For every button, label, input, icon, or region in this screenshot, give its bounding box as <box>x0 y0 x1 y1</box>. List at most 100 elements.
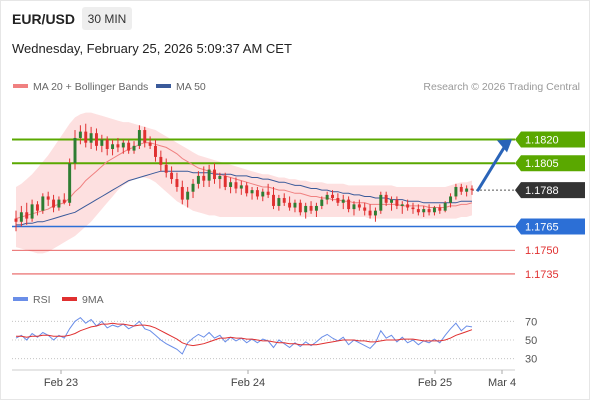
candle-body <box>314 205 318 211</box>
candle <box>137 125 141 150</box>
ma50-legend-swatch <box>156 84 171 88</box>
candle-body <box>14 218 18 222</box>
candle-body <box>427 209 431 213</box>
candle <box>288 196 292 211</box>
candle <box>14 210 18 232</box>
candle <box>459 183 463 195</box>
support-label: 1.1765 <box>525 221 559 233</box>
x-tick-label: Feb 25 <box>418 377 452 389</box>
candle <box>320 196 324 210</box>
x-axis: Feb 23 Feb 24 Feb 25 Mar 4 <box>44 370 516 389</box>
candle <box>314 202 318 218</box>
candle-body <box>116 144 120 148</box>
candle <box>89 126 93 150</box>
candle-body <box>94 133 98 146</box>
candle <box>164 158 168 178</box>
candle-body <box>288 202 292 208</box>
candle <box>127 139 131 154</box>
candle <box>148 136 152 150</box>
candle-body <box>298 202 302 213</box>
candle-body <box>25 212 29 219</box>
candle-body <box>465 188 469 192</box>
candle-body <box>196 175 200 184</box>
candle-body <box>218 175 222 180</box>
candle <box>250 186 254 200</box>
candle-body <box>347 199 351 210</box>
candle <box>116 137 120 153</box>
forecast-arrow-shaft <box>476 142 508 192</box>
candle-body <box>449 196 453 203</box>
candle-body <box>416 209 420 213</box>
candle <box>62 193 66 205</box>
candle-body <box>411 207 415 210</box>
candle <box>347 196 351 213</box>
candle <box>57 196 61 211</box>
candle <box>159 150 163 172</box>
candle <box>304 202 308 219</box>
candle-body <box>331 194 334 199</box>
candle <box>363 202 367 216</box>
candle-body <box>266 191 270 195</box>
candle <box>94 128 98 151</box>
candle <box>395 196 399 210</box>
candle <box>132 141 136 154</box>
candle-body <box>320 199 324 206</box>
candle-body <box>62 199 66 203</box>
candle <box>282 193 286 206</box>
candle <box>443 201 447 213</box>
candle <box>41 193 45 214</box>
support-label-tag <box>515 218 585 235</box>
candle <box>298 199 302 216</box>
rsi-panel: 70 50 30 <box>12 316 537 366</box>
x-tick-label: Mar 4 <box>488 377 516 389</box>
candle-body <box>68 163 72 203</box>
candle <box>309 201 313 214</box>
candle <box>111 139 115 156</box>
candle-body <box>443 202 447 211</box>
symbol-title: EUR/USD <box>12 11 75 27</box>
current-price-label: 1.1788 <box>525 185 559 197</box>
timeframe-badge[interactable] <box>82 7 132 30</box>
candle-body <box>148 142 152 146</box>
candle <box>379 191 383 214</box>
candle-body <box>89 133 93 143</box>
timeframe-label[interactable]: 30 MIN <box>88 12 127 26</box>
candle-body <box>379 194 383 211</box>
candle <box>245 182 249 197</box>
candle <box>84 123 88 148</box>
candle-body <box>239 185 243 189</box>
candle <box>454 183 458 200</box>
candle-body <box>78 131 82 138</box>
resistance-label: 1.1805 <box>525 158 559 170</box>
candle-body <box>438 207 442 211</box>
candle-body <box>368 210 372 216</box>
candle-body <box>191 183 195 192</box>
candle <box>449 193 453 208</box>
candle <box>390 196 394 211</box>
candle <box>293 199 297 213</box>
ma20-legend-label: MA 20 + Bollinger Bands <box>33 81 148 93</box>
candle <box>427 204 431 216</box>
candle-body <box>100 139 104 146</box>
rsi-tick-label: 50 <box>525 335 537 347</box>
candle-body <box>202 175 206 181</box>
candle <box>213 163 216 184</box>
rsi-tick-label: 70 <box>525 316 537 328</box>
rsi-tick-label: 30 <box>525 354 537 366</box>
candle-body <box>325 194 329 200</box>
candle <box>170 166 174 184</box>
candle <box>180 180 184 205</box>
candle-body <box>422 209 426 213</box>
candle-body <box>213 169 216 180</box>
resistance-label: 1.1820 <box>525 135 559 147</box>
candle-body <box>309 205 313 211</box>
current-price-tag <box>515 182 585 199</box>
candle-body <box>143 130 147 143</box>
candle-body <box>432 207 436 213</box>
x-tick-label: Feb 24 <box>231 377 265 389</box>
lower-level-label: 1.1750 <box>525 245 559 257</box>
candle-body <box>41 196 45 211</box>
candle <box>100 134 104 153</box>
candle-body <box>111 144 115 150</box>
candle-body <box>363 207 367 211</box>
